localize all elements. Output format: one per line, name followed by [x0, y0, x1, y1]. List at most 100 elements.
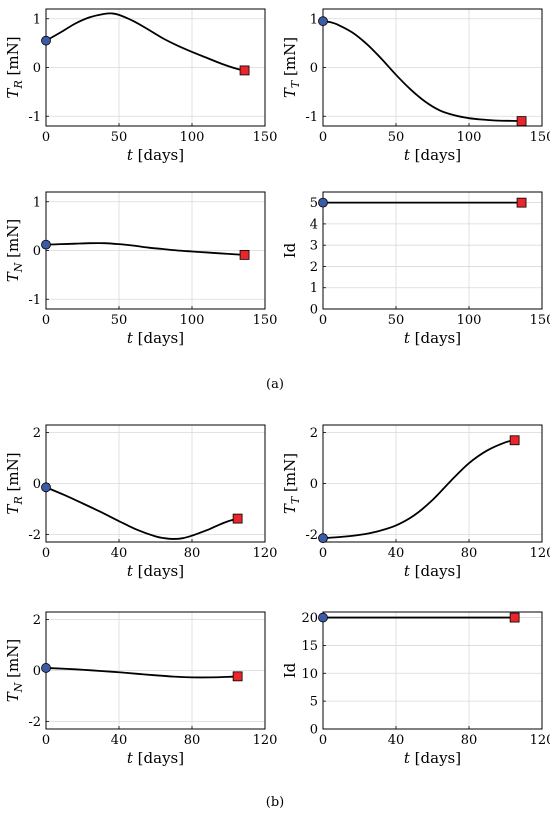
- end-marker: [516, 197, 527, 208]
- y-tick-label: -1: [28, 110, 41, 125]
- start-marker: [318, 16, 328, 27]
- y-axis-label: Id: [281, 662, 299, 678]
- x-tick-label: 0: [42, 313, 50, 328]
- y-tick-label: 0: [310, 303, 318, 318]
- x-tick-label: 0: [42, 130, 50, 145]
- x-tick-label: 40: [388, 733, 405, 748]
- x-tick-label: 120: [253, 733, 278, 748]
- x-tick-label: 0: [42, 733, 50, 748]
- chart-a4: 0 50 100 150 0 1 2 3 4 5 t [days] Id: [281, 191, 550, 347]
- y-tick-label: 0: [310, 61, 318, 76]
- y-axis-label: TR [mN]: [4, 452, 25, 514]
- y-tick-label: -2: [305, 528, 318, 543]
- x-tick-label: 80: [184, 546, 201, 561]
- y-tick-label: 1: [310, 12, 318, 27]
- x-axis-label: t [days]: [127, 749, 184, 767]
- start-marker: [41, 482, 51, 493]
- x-tick-label: 100: [457, 130, 482, 145]
- plot-frame: [322, 191, 543, 310]
- plot-area: [323, 612, 542, 729]
- x-tick-label: 150: [253, 313, 278, 328]
- start-marker: [41, 663, 51, 673]
- x-tick-label: 0: [319, 733, 327, 748]
- y-axis-label: Id: [281, 242, 299, 258]
- x-tick-label: 0: [319, 313, 327, 328]
- series-line: [322, 439, 515, 540]
- x-axis-label: t [days]: [404, 749, 461, 767]
- x-tick-label: 0: [319, 130, 327, 145]
- y-tick-label: 2: [33, 426, 41, 441]
- y-tick-label: 0: [33, 664, 41, 679]
- x-tick-label: 40: [111, 733, 128, 748]
- y-tick-label: 0: [310, 477, 318, 492]
- x-axis-label: t [days]: [127, 329, 184, 347]
- y-axis-label: TT [mN]: [281, 37, 302, 98]
- y-tick-label: 0: [33, 244, 41, 259]
- end-marker: [509, 435, 520, 446]
- x-tick-label: 80: [461, 546, 478, 561]
- plot-frame: [322, 611, 543, 730]
- series-line: [45, 486, 238, 540]
- x-tick-label: 120: [253, 546, 278, 561]
- x-tick-label: 100: [180, 130, 205, 145]
- y-tick-label: 1: [33, 195, 41, 210]
- y-tick-label: -2: [28, 528, 41, 543]
- x-tick-label: 40: [111, 546, 128, 561]
- series-line: [45, 242, 245, 256]
- x-tick-label: 50: [388, 130, 405, 145]
- panel-label-b: (b): [266, 795, 284, 810]
- x-tick-label: 150: [530, 313, 550, 328]
- start-marker: [41, 239, 51, 250]
- series-line: [45, 667, 238, 679]
- series-line: [322, 20, 522, 123]
- y-tick-label: 0: [310, 723, 318, 738]
- end-marker: [509, 612, 520, 623]
- x-tick-label: 50: [388, 313, 405, 328]
- x-tick-label: 50: [111, 130, 128, 145]
- x-tick-label: 120: [530, 733, 550, 748]
- y-tick-label: 5: [310, 196, 318, 211]
- y-tick-label: -1: [28, 293, 41, 308]
- y-tick-label: 5: [310, 695, 318, 710]
- x-tick-label: 100: [457, 313, 482, 328]
- plot-area: [323, 192, 542, 309]
- x-axis-label: t [days]: [127, 562, 184, 580]
- x-axis-label: t [days]: [127, 146, 184, 164]
- start-marker: [318, 197, 328, 208]
- y-axis-label: TN [mN]: [4, 219, 25, 282]
- y-tick-label: -2: [28, 715, 41, 730]
- x-axis-label: t [days]: [404, 562, 461, 580]
- end-marker: [232, 513, 243, 524]
- end-marker: [239, 249, 250, 260]
- x-tick-label: 80: [184, 733, 201, 748]
- y-tick-label: -1: [305, 110, 318, 125]
- series-line: [45, 12, 245, 72]
- x-tick-label: 50: [111, 313, 128, 328]
- panel-label-a: (a): [266, 377, 284, 392]
- y-axis-label: TR [mN]: [4, 36, 25, 98]
- x-tick-label: 0: [319, 546, 327, 561]
- x-tick-label: 0: [42, 546, 50, 561]
- x-axis-label: t [days]: [404, 329, 461, 347]
- y-tick-label: 2: [310, 260, 318, 275]
- x-tick-label: 80: [461, 733, 478, 748]
- y-axis-label: TT [mN]: [281, 453, 302, 514]
- end-marker: [516, 116, 527, 127]
- y-tick-label: 20: [301, 611, 318, 626]
- y-axis-label: TN [mN]: [4, 639, 25, 702]
- y-tick-label: 2: [310, 426, 318, 441]
- y-tick-label: 3: [310, 239, 318, 254]
- y-tick-label: 4: [310, 217, 318, 232]
- chart-b4: 0 40 80 120 0 5 10 15 20 t [days] Id: [281, 611, 550, 767]
- x-axis-label: t [days]: [404, 146, 461, 164]
- end-marker: [239, 65, 250, 76]
- start-marker: [318, 612, 328, 623]
